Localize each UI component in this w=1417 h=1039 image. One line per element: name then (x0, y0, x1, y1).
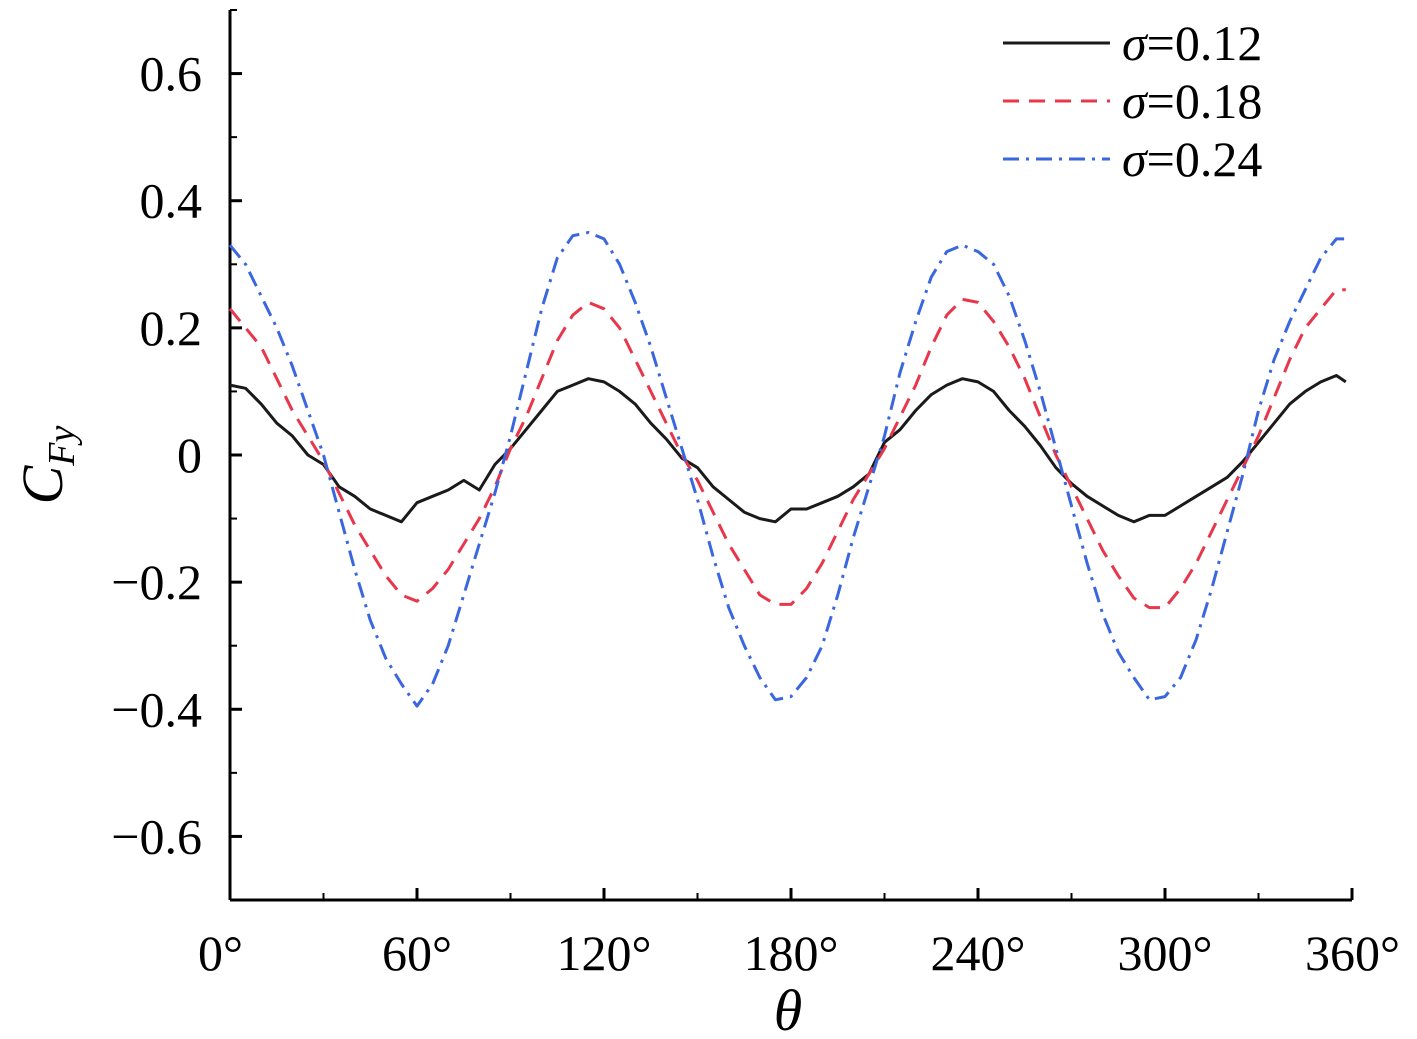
y-tick-label: 0.2 (140, 300, 203, 356)
y-tick-label: −0.6 (111, 808, 202, 864)
legend-label: σ=0.24 (1122, 131, 1262, 187)
y-axis-title: CFy (10, 425, 83, 504)
legend-symbol: σ (1122, 73, 1149, 129)
x-axis-title: θ (774, 978, 803, 1039)
x-tick-label: 240° (931, 925, 1026, 981)
series (228, 231, 1347, 708)
legend-label: σ=0.12 (1122, 15, 1262, 71)
y-tick-label: −0.2 (111, 554, 202, 610)
legend-symbol: σ (1122, 15, 1149, 71)
series-line-3 (228, 231, 1346, 708)
series-line-1 (229, 374, 1347, 524)
ticks: 0.6 0.4 0.2 0 −0.2 −0.4 −0.6 0° 60° 120° 180° 240° 3… (111, 9, 1400, 981)
legend-label: σ=0.18 (1122, 73, 1262, 129)
x-tick-label: 360° (1305, 925, 1400, 981)
y-axis-title-sub: Fy (41, 425, 83, 466)
x-tick-label: 180° (744, 925, 839, 981)
legend-value: =0.18 (1147, 73, 1263, 129)
y-axis-title-main: C (10, 464, 75, 504)
x-tick-label: 120° (557, 925, 652, 981)
legend: σ=0.12σ=0.18σ=0.24 (1003, 15, 1262, 187)
y-tick-label: 0 (177, 427, 202, 483)
series-line-2 (228, 288, 1346, 610)
legend-symbol: σ (1122, 131, 1149, 187)
x-tick-label: 300° (1118, 925, 1213, 981)
x-tick-label: 60° (382, 925, 452, 981)
y-tick-label: −0.4 (111, 681, 202, 737)
y-tick-label: 0.6 (140, 46, 203, 102)
y-tick-label: 0.4 (140, 173, 203, 229)
legend-value: =0.24 (1147, 131, 1263, 187)
x-tick-label: 0° (198, 925, 243, 981)
legend-value: =0.12 (1147, 15, 1263, 71)
